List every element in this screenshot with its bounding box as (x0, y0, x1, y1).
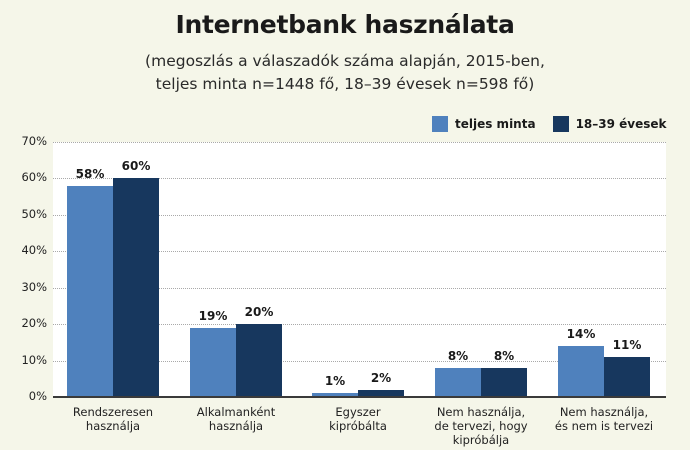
bar-value-label: 8% (493, 348, 515, 363)
y-tick-label: 70% (21, 134, 47, 148)
bar (435, 367, 481, 397)
gridline (53, 214, 666, 216)
gridline (53, 251, 666, 253)
y-tick-label: 0% (28, 389, 47, 403)
bar-value-label: 2% (370, 370, 392, 385)
chart-subtitle-line-2: teljes minta n=1448 fő, 18–39 évesek n=5… (155, 75, 535, 93)
bar (481, 367, 527, 397)
legend-label: teljes minta (455, 117, 536, 131)
legend-item-18-39-evesek: 18–39 évesek (552, 116, 667, 132)
gridline (53, 360, 666, 362)
gridline (53, 142, 666, 143)
legend-swatch-18-39-evesek (552, 116, 569, 132)
x-category-label: Nem használja, és nem is tervezi (554, 405, 654, 433)
legend-swatch-teljes-minta (432, 116, 448, 132)
chart-title: Internetbank használata (175, 10, 515, 39)
x-category-label: Rendszeresen használja (72, 405, 154, 433)
bar-value-label: 8% (447, 348, 469, 363)
bar-value-label: 1% (324, 374, 346, 389)
gridline (53, 178, 666, 180)
gridline (53, 287, 666, 289)
y-tick-label: 20% (21, 316, 47, 331)
y-tick-label: 50% (21, 206, 47, 221)
x-category-label: Alkalmanként használja (196, 405, 276, 433)
bar-value-label: 19% (198, 308, 228, 323)
bar (312, 393, 358, 397)
gridline (53, 324, 666, 326)
bar-value-label: 14% (566, 327, 596, 341)
legend-item-teljes-minta: teljes minta (432, 116, 536, 132)
x-axis-baseline (53, 396, 666, 398)
x-category-label: Nem használja, de tervezi, hogy kipróbál… (434, 405, 528, 447)
bar (67, 185, 113, 397)
bar (604, 356, 650, 397)
bar-value-label: 60% (121, 159, 151, 174)
y-tick-label: 10% (21, 352, 47, 367)
y-tick-label: 40% (21, 243, 47, 258)
bar-value-label: 11% (612, 337, 642, 352)
bar (236, 324, 282, 397)
x-category-label: Egyszer kipróbálta (329, 405, 387, 433)
y-tick-label: 60% (21, 170, 47, 185)
bar (358, 389, 404, 397)
chart-subtitle-line-1: (megoszlás a válaszadók száma alapján, 2… (145, 52, 545, 70)
bar-value-label: 20% (244, 305, 274, 320)
y-tick-label: 30% (21, 279, 47, 294)
plot-area: 58% 60% 19% 20% 1% 2% 8% 8% 14% 11% (53, 142, 666, 397)
bar-value-label: 58% (75, 166, 105, 181)
legend: teljes minta 18–39 évesek (432, 116, 684, 132)
bar (190, 327, 236, 397)
bar (558, 346, 604, 397)
bar (113, 178, 159, 397)
legend-label: 18–39 évesek (575, 117, 667, 131)
